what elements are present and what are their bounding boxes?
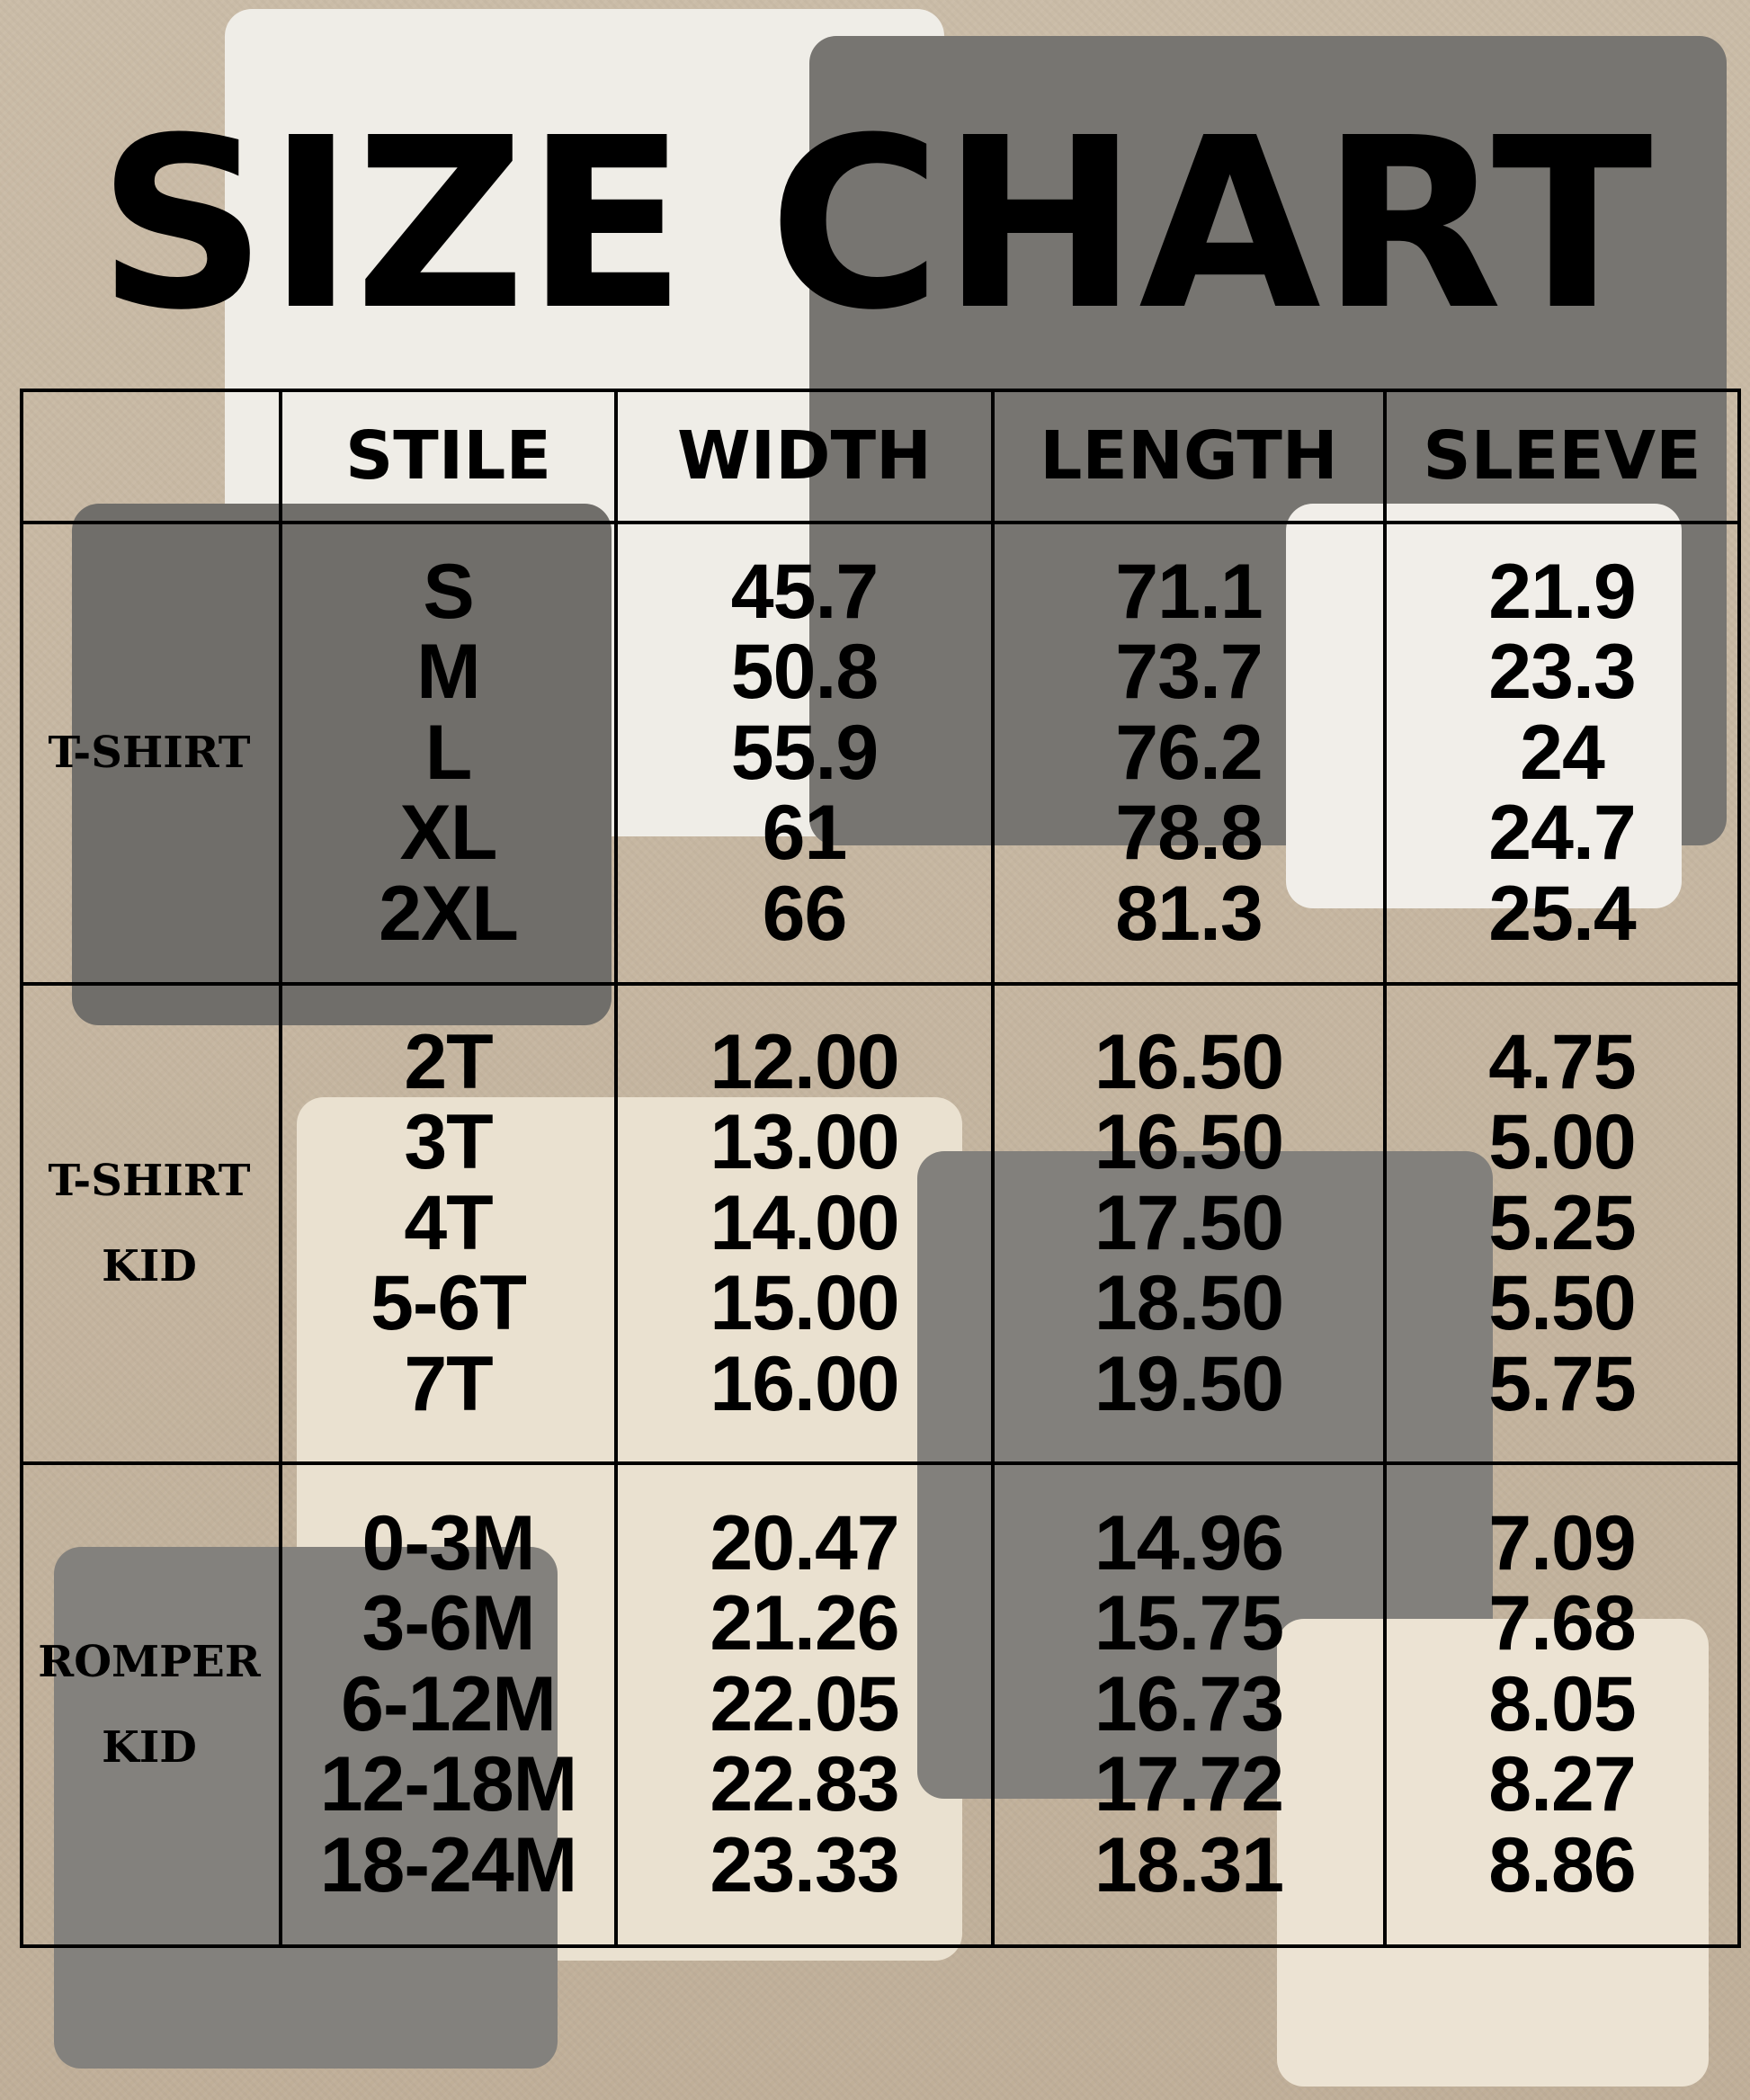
value-stile: 4T (404, 1179, 493, 1266)
value-width: 23.33 (710, 1821, 899, 1908)
divider (991, 389, 995, 1948)
divider (614, 389, 618, 1948)
value-length: 16.73 (1094, 1660, 1284, 1747)
value-sleeve: 25.4 (1488, 870, 1636, 957)
value-length: 18.50 (1094, 1260, 1284, 1347)
divider (20, 982, 1741, 986)
divider (20, 1944, 1741, 1948)
value-stile: XL (399, 790, 498, 877)
value-length: 18.31 (1094, 1821, 1284, 1908)
value-length: 17.50 (1094, 1179, 1284, 1266)
divider (1383, 389, 1387, 1948)
value-sleeve: 7.09 (1488, 1499, 1636, 1586)
value-width: 22.83 (710, 1741, 899, 1828)
header-length: LENGTH (1040, 416, 1338, 495)
value-stile: 2T (404, 1018, 493, 1105)
value-width: 45.7 (730, 548, 879, 635)
cell-stile: S M L XL 2XL (282, 524, 614, 982)
value-stile: 0-3M (362, 1499, 536, 1586)
group-label: T-SHIRT KID (48, 1155, 251, 1291)
group-label: T-SHIRT (48, 728, 251, 778)
page-title: SIZE CHART (97, 87, 1653, 362)
value-stile: S (423, 548, 474, 635)
value-sleeve: 8.27 (1488, 1741, 1636, 1828)
value-length: 76.2 (1115, 709, 1263, 796)
group-label: ROMPER KID (38, 1636, 261, 1773)
cell-stile: 0-3M 3-6M 6-12M 12-18M 18-24M (282, 1465, 614, 1944)
cell-width: 45.7 50.8 55.9 61 66 (618, 524, 991, 982)
cell-stile: 2T 3T 4T 5-6T 7T (282, 986, 614, 1461)
cell-length: 71.1 73.7 76.2 78.8 81.3 (995, 524, 1383, 982)
value-length: 71.1 (1115, 548, 1263, 635)
cell-width: 12.00 13.00 14.00 15.00 16.00 (618, 986, 991, 1461)
value-sleeve: 8.86 (1488, 1821, 1636, 1908)
value-width: 12.00 (710, 1018, 899, 1105)
value-length: 14.96 (1094, 1499, 1284, 1586)
value-width: 20.47 (710, 1499, 899, 1586)
value-width: 61 (762, 790, 848, 877)
value-sleeve: 4.75 (1488, 1018, 1636, 1105)
value-width: 50.8 (730, 629, 879, 716)
value-width: 13.00 (710, 1099, 899, 1186)
size-table: STILE WIDTH LENGTH SLEEVE T-SHIRT S M L XL 2XL 45.… (20, 389, 1741, 1948)
cream-romper-image (1277, 1619, 1709, 2087)
value-sleeve: 24.7 (1488, 790, 1636, 877)
value-sleeve: 21.9 (1488, 548, 1636, 635)
value-stile: 2XL (379, 870, 519, 957)
value-stile: L (424, 709, 473, 796)
value-stile: 5-6T (371, 1260, 527, 1347)
value-sleeve: 5.00 (1488, 1099, 1636, 1186)
divider (1737, 389, 1741, 1948)
value-length: 73.7 (1115, 629, 1263, 716)
value-stile: 3-6M (362, 1580, 536, 1667)
cell-width: 20.47 21.26 22.05 22.83 23.33 (618, 1465, 991, 1944)
divider (20, 521, 1741, 524)
value-sleeve: 24 (1520, 709, 1605, 796)
divider (20, 389, 23, 1948)
black-tshirt-left-image (72, 504, 612, 1025)
value-width: 55.9 (730, 709, 879, 796)
grey-tshirt-small-image (54, 1547, 558, 2069)
value-stile: 18-24M (319, 1821, 578, 1908)
divider (20, 1461, 1741, 1465)
value-sleeve: 8.05 (1488, 1660, 1636, 1747)
header-stile: STILE (344, 416, 551, 495)
cell-length: 14.96 15.75 16.73 17.72 18.31 (995, 1465, 1383, 1944)
value-sleeve: 5.50 (1488, 1260, 1636, 1347)
value-width: 14.00 (710, 1179, 899, 1266)
value-stile: 6-12M (341, 1660, 557, 1747)
value-length: 17.72 (1094, 1741, 1284, 1828)
divider (279, 389, 282, 1948)
value-sleeve: 7.68 (1488, 1580, 1636, 1667)
value-sleeve: 5.75 (1488, 1340, 1636, 1427)
value-length: 16.50 (1094, 1099, 1284, 1186)
cell-sleeve: 21.9 23.3 24 24.7 25.4 (1387, 524, 1737, 982)
value-width: 22.05 (710, 1660, 899, 1747)
header-width: WIDTH (677, 416, 932, 495)
value-stile: 7T (404, 1340, 493, 1427)
header-sleeve: SLEEVE (1423, 416, 1701, 495)
value-width: 21.26 (710, 1580, 899, 1667)
value-length: 81.3 (1115, 870, 1263, 957)
cell-length: 16.50 16.50 17.50 18.50 19.50 (995, 986, 1383, 1461)
value-width: 66 (762, 870, 848, 957)
white-romper-image (1286, 504, 1682, 908)
value-width: 15.00 (710, 1260, 899, 1347)
value-sleeve: 23.3 (1488, 629, 1636, 716)
cell-sleeve: 4.75 5.00 5.25 5.50 5.75 (1387, 986, 1737, 1461)
cell-sleeve: 7.09 7.68 8.05 8.27 8.86 (1387, 1465, 1737, 1944)
value-stile: 12-18M (319, 1741, 578, 1828)
value-length: 15.75 (1094, 1580, 1284, 1667)
value-length: 19.50 (1094, 1340, 1284, 1427)
value-sleeve: 5.25 (1488, 1179, 1636, 1266)
value-stile: M (416, 629, 481, 716)
value-stile: 3T (404, 1099, 493, 1186)
value-length: 16.50 (1094, 1018, 1284, 1105)
value-width: 16.00 (710, 1340, 899, 1427)
value-length: 78.8 (1115, 790, 1263, 877)
divider (20, 389, 1741, 392)
